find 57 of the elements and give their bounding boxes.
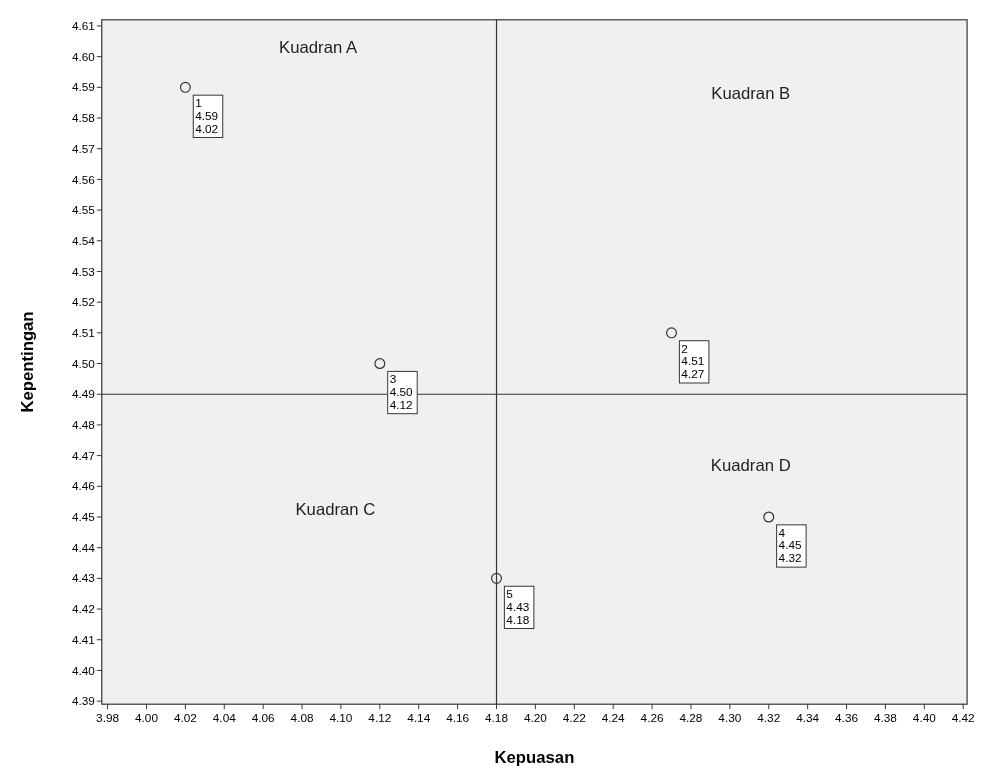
y-tick-label: 4.57: [71, 141, 95, 156]
y-tick-label: 4.41: [71, 632, 95, 647]
x-tick-label: 4.12: [368, 710, 392, 725]
x-tick-label: 4.00: [135, 710, 159, 725]
x-tick-label: 4.28: [679, 710, 703, 725]
y-tick-label: 4.55: [71, 203, 96, 218]
data-label: 5 4.43 4.18: [506, 587, 530, 627]
y-tick-label: 4.58: [71, 111, 96, 126]
data-label: 2 4.51 4.27: [681, 341, 705, 382]
x-tick-label: 4.40: [912, 710, 937, 725]
y-tick-label: 4.42: [71, 602, 95, 617]
x-tick-label: 4.36: [835, 710, 859, 725]
x-tick-label: 4.38: [873, 710, 898, 725]
y-tick-label: 4.53: [71, 264, 96, 279]
annotation: Kuadran C: [295, 500, 376, 519]
x-tick-label: 4.18: [485, 710, 509, 725]
x-tick-label: 4.22: [562, 710, 586, 725]
x-tick-label: 4.02: [173, 710, 197, 725]
data-label: 3 4.50 4.12: [389, 372, 414, 412]
y-tick-label: 4.52: [71, 295, 95, 310]
annotation: Kuadran B: [711, 83, 791, 103]
y-tick-label: 4.39: [71, 694, 95, 709]
y-axis-title: Kepentingan: [17, 311, 37, 413]
x-tick-label: 4.26: [640, 710, 664, 725]
y-tick-label: 4.49: [71, 387, 95, 402]
x-tick-label: 4.30: [718, 710, 742, 725]
y-tick-label: 4.56: [71, 172, 96, 187]
x-tick-label: 4.08: [290, 710, 314, 725]
y-tick-label: 4.43: [71, 571, 96, 586]
x-tick-label: 4.34: [796, 710, 820, 725]
x-tick-label: 4.10: [329, 710, 353, 725]
x-tick-label: 4.16: [446, 710, 470, 725]
x-tick-label: 4.06: [251, 710, 276, 725]
x-tick-label: 4.04: [212, 710, 237, 725]
data-label: 1 4.59 4.02: [195, 95, 219, 136]
x-tick-label: 4.14: [407, 710, 431, 725]
annotation: Kuadran D: [710, 455, 791, 475]
y-tick-label: 4.54: [71, 233, 96, 248]
annotation: Kuadran A: [279, 38, 358, 58]
x-tick-label: 4.32: [757, 710, 781, 725]
y-tick-label: 4.45: [71, 510, 96, 525]
y-tick-label: 4.59: [71, 80, 95, 95]
y-tick-label: 4.48: [71, 418, 96, 433]
x-axis-title: Kepuasan: [494, 748, 575, 768]
y-tick-label: 4.40: [71, 663, 96, 678]
x-tick-label: 4.24: [601, 710, 626, 725]
y-tick-label: 4.46: [71, 479, 96, 494]
y-tick-label: 4.47: [71, 448, 95, 463]
x-tick-label: 3.98: [96, 710, 120, 725]
x-tick-label: 4.42: [951, 710, 975, 725]
y-tick-label: 4.50: [71, 356, 96, 371]
x-tick-label: 4.20: [523, 710, 548, 725]
y-tick-label: 4.44: [71, 540, 96, 555]
y-tick-label: 4.61: [71, 19, 95, 34]
y-tick-label: 4.51: [71, 325, 95, 340]
y-tick-label: 4.60: [71, 49, 96, 64]
data-label: 4 4.45 4.32: [778, 525, 802, 566]
